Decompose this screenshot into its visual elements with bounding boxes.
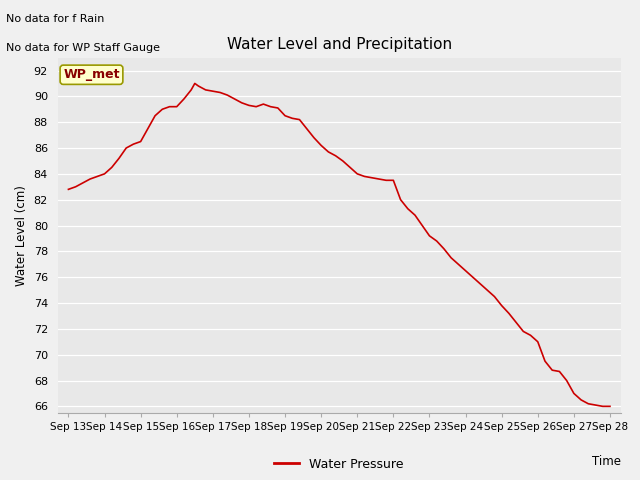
Text: WP_met: WP_met	[63, 68, 120, 81]
Title: Water Level and Precipitation: Water Level and Precipitation	[227, 37, 452, 52]
Text: No data for WP Staff Gauge: No data for WP Staff Gauge	[6, 43, 161, 53]
Text: No data for f Rain: No data for f Rain	[6, 14, 105, 24]
Y-axis label: Water Level (cm): Water Level (cm)	[15, 185, 28, 286]
Text: Time: Time	[592, 456, 621, 468]
Legend: Water Pressure: Water Pressure	[269, 453, 409, 476]
